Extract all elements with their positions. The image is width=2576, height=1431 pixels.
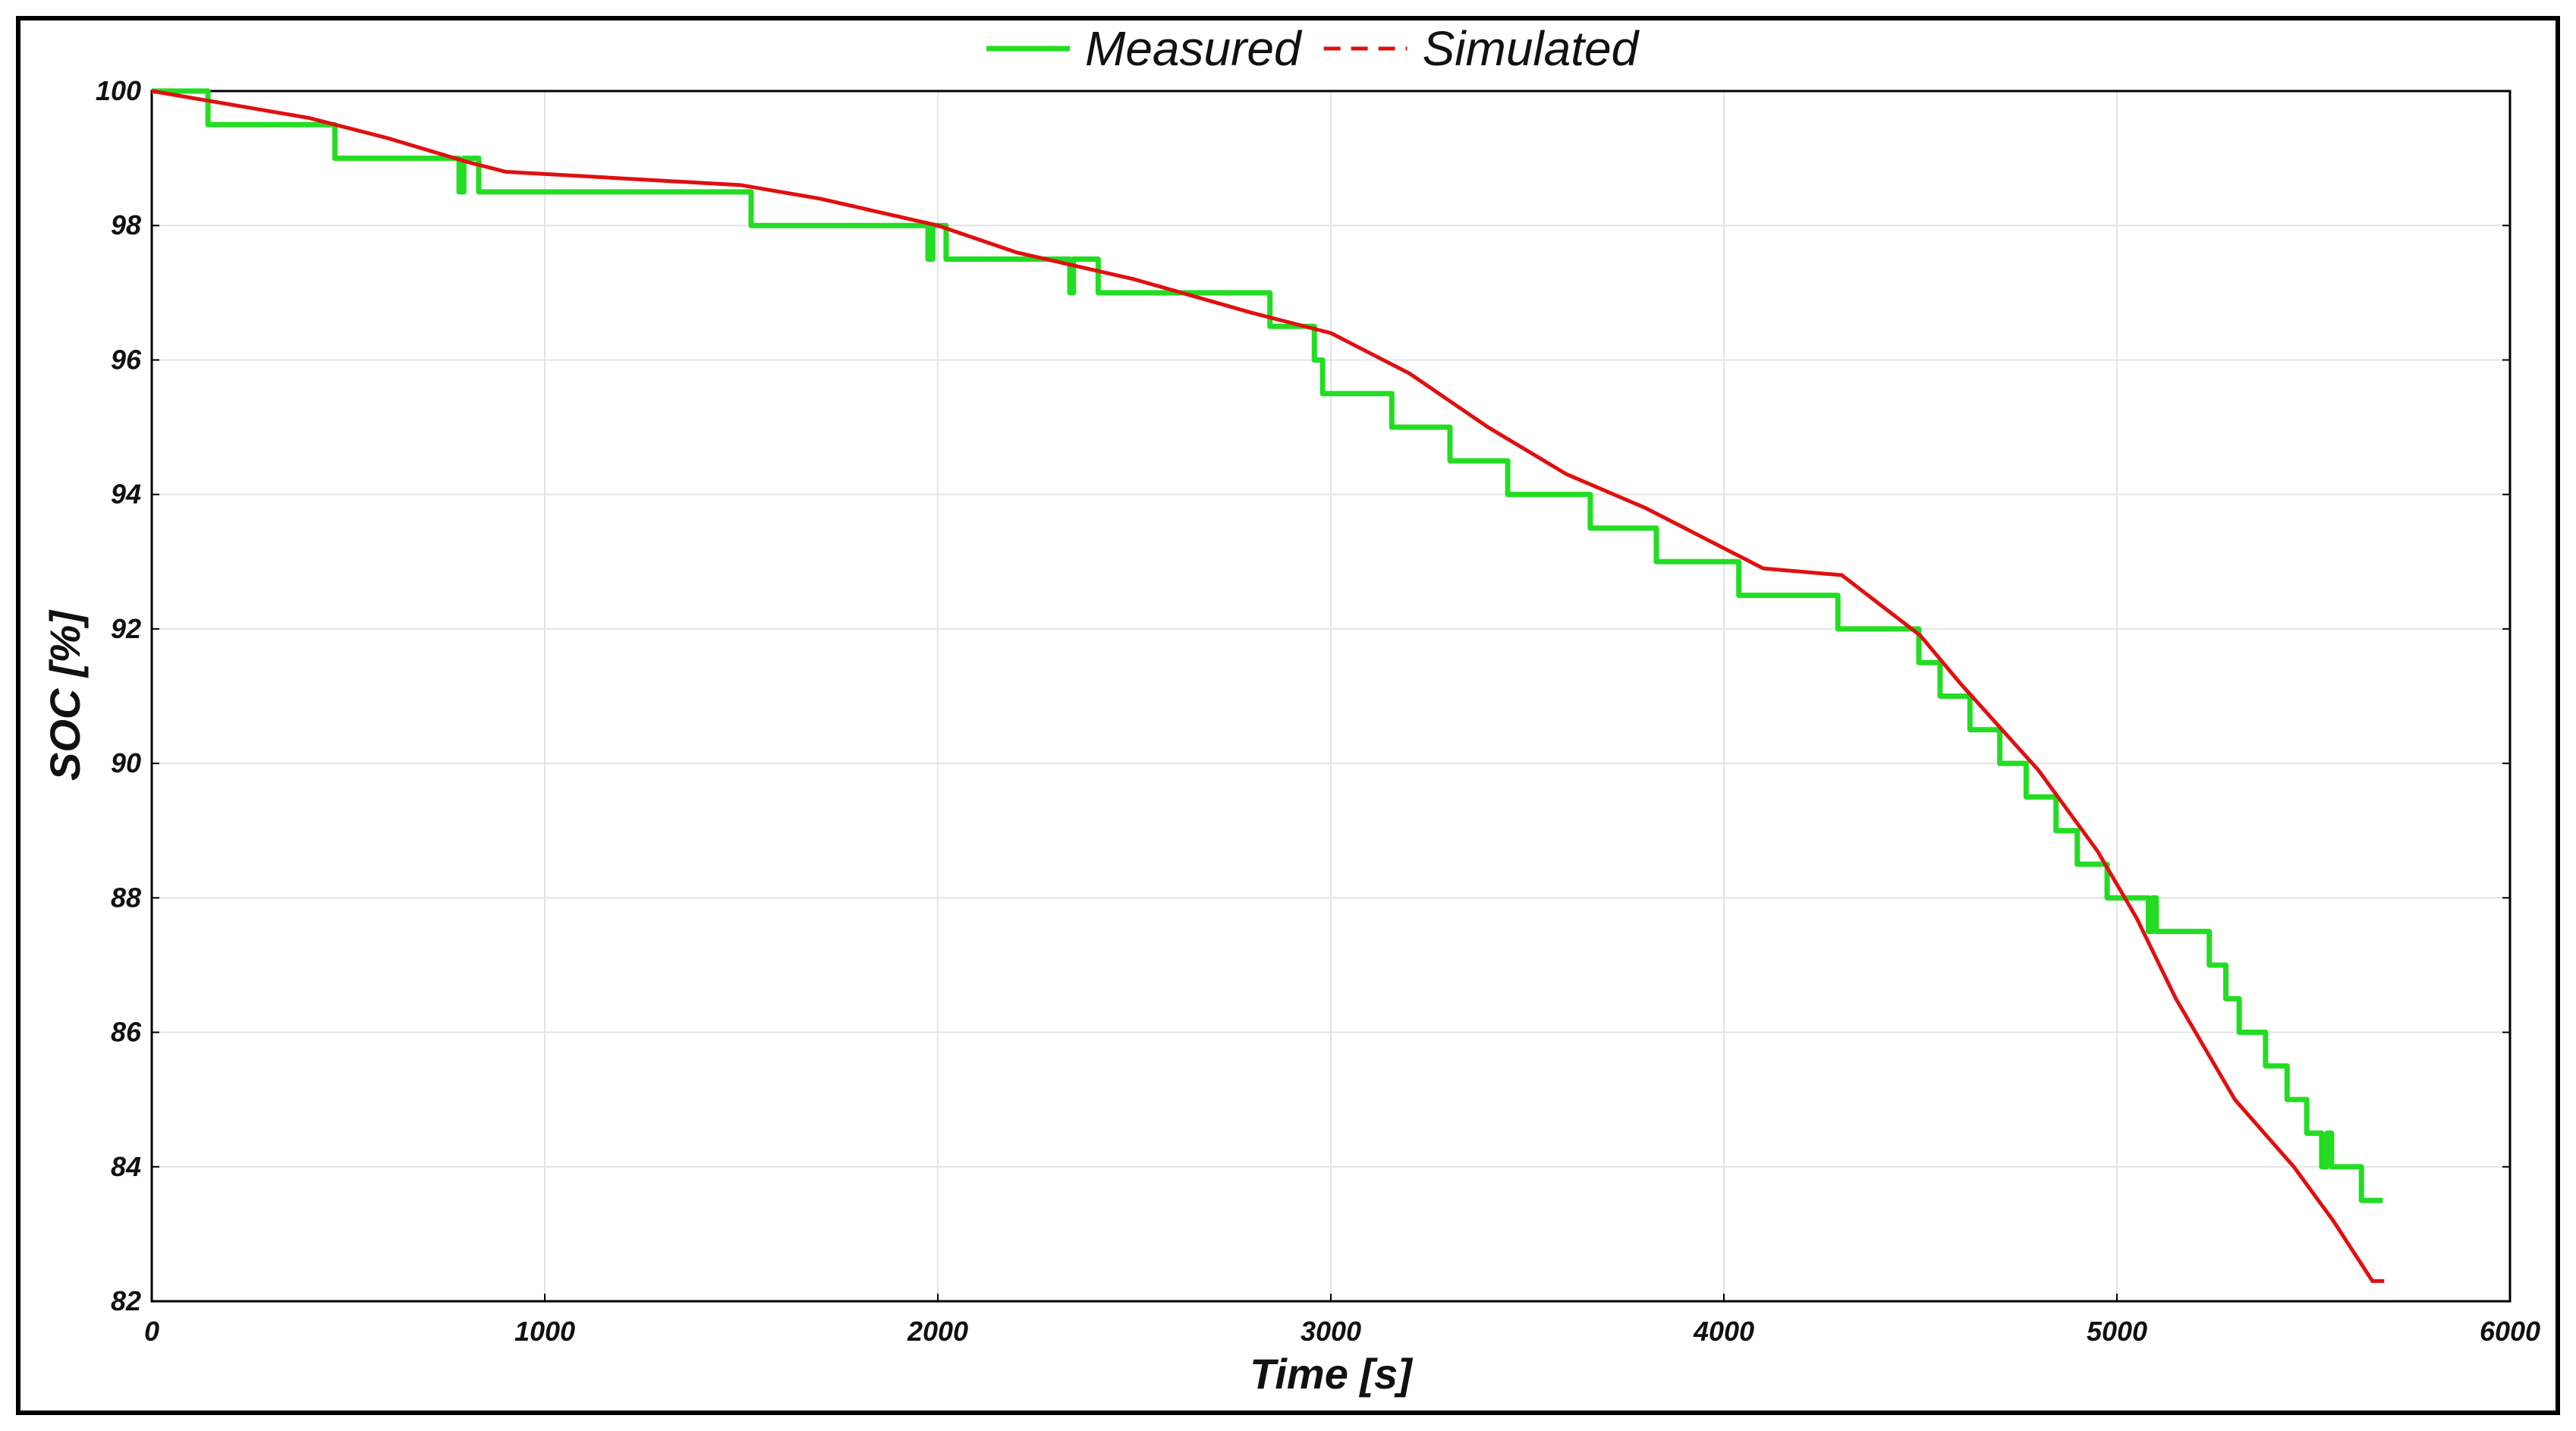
legend-label: Simulated <box>1423 21 1640 76</box>
series-line <box>152 88 2383 1203</box>
y-tick-label: 96 <box>111 344 142 375</box>
y-tick-label: 100 <box>96 75 141 106</box>
axes-box <box>150 90 2512 1303</box>
y-tick-label: 90 <box>111 747 141 778</box>
x-tick-label: 4000 <box>1693 1316 1754 1347</box>
x-tick-label: 2000 <box>907 1316 968 1347</box>
y-tick-label: 98 <box>111 209 141 241</box>
y-tick-label: 88 <box>111 882 141 913</box>
x-tick-label: 3000 <box>1301 1316 1361 1347</box>
x-tick-label: 0 <box>144 1316 159 1347</box>
legend-label: Measured <box>1085 21 1303 76</box>
y-tick-label: 84 <box>111 1151 141 1182</box>
x-tick-label: 1000 <box>514 1316 575 1347</box>
y-tick-label: 86 <box>111 1017 142 1048</box>
y-tick-label: 82 <box>111 1285 141 1316</box>
x-axis-label: Time [s] <box>1250 1350 1414 1398</box>
y-tick-label: 94 <box>111 479 141 510</box>
series-line <box>151 89 2385 1283</box>
x-tick-label: 5000 <box>2087 1316 2147 1347</box>
y-tick-label: 92 <box>111 613 141 644</box>
x-tick-label: 6000 <box>2480 1316 2540 1347</box>
y-axis-label: SOC [%] <box>41 609 89 781</box>
